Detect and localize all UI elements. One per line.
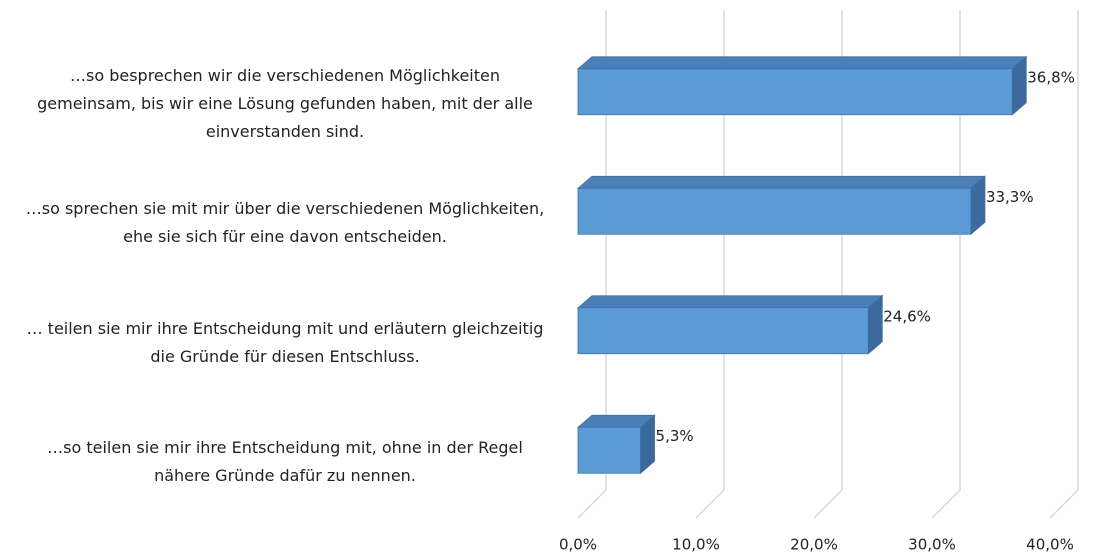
grid-line xyxy=(931,10,961,519)
bar-front xyxy=(577,187,972,235)
grid-line xyxy=(813,10,843,519)
category-label: …so teilen sie mir ihre Entscheidung mit… xyxy=(47,438,523,486)
category-label: … teilen sie mir ihre Entscheidung mit u… xyxy=(26,318,544,366)
value-label: 5,3% xyxy=(656,427,694,445)
bar xyxy=(576,414,656,475)
x-tick-label: 0,0% xyxy=(559,536,597,554)
category-label: …so sprechen sie mit mir über die versch… xyxy=(25,199,545,247)
bar-top xyxy=(576,56,1028,70)
bar-front xyxy=(577,426,641,474)
value-label: 36,8% xyxy=(1027,68,1075,86)
bar-top xyxy=(576,295,884,309)
bar-front xyxy=(577,307,869,355)
grid-line xyxy=(1049,10,1079,519)
x-tick-label: 40,0% xyxy=(1026,536,1074,554)
x-tick-label: 20,0% xyxy=(790,536,838,554)
category-label: …so besprechen wir die verschiedenen Mög… xyxy=(37,65,533,141)
value-label: 33,3% xyxy=(986,188,1034,206)
value-label: 24,6% xyxy=(883,307,931,325)
bar xyxy=(576,55,1028,116)
bar xyxy=(576,175,987,236)
x-tick-label: 10,0% xyxy=(672,536,720,554)
grid-line xyxy=(577,10,607,519)
bar-front xyxy=(577,68,1013,116)
bar xyxy=(576,294,884,355)
bar-top xyxy=(576,175,987,189)
grid-line xyxy=(695,10,725,519)
x-tick-label: 30,0% xyxy=(908,536,956,554)
